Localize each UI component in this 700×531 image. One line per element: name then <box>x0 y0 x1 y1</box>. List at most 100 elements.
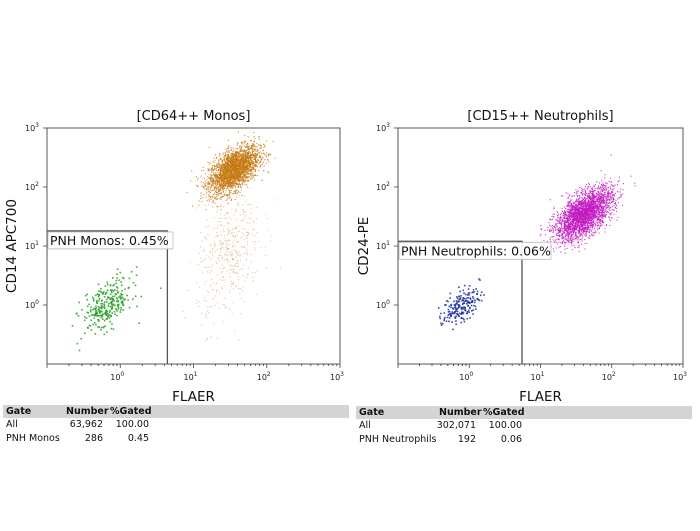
data-point <box>211 169 213 171</box>
data-point <box>248 162 250 164</box>
data-point <box>242 167 244 169</box>
data-point <box>234 166 237 168</box>
data-point <box>565 192 567 194</box>
data-point <box>234 153 236 155</box>
data-point <box>105 309 108 312</box>
data-point <box>220 224 223 226</box>
data-point <box>246 276 248 278</box>
data-point <box>208 168 210 170</box>
data-point <box>227 163 229 165</box>
data-point <box>90 314 93 316</box>
data-point <box>602 195 604 197</box>
data-point <box>586 193 588 195</box>
data-point <box>258 136 260 138</box>
data-point <box>236 154 238 156</box>
data-point <box>242 163 244 165</box>
data-point <box>228 189 230 191</box>
data-point <box>217 166 219 168</box>
data-point <box>586 223 588 225</box>
data-point <box>575 231 577 233</box>
data-point <box>553 250 555 252</box>
data-point <box>232 159 234 161</box>
data-point <box>567 239 569 241</box>
data-point <box>217 171 219 173</box>
data-point <box>228 231 230 233</box>
data-point <box>253 148 255 150</box>
data-point <box>209 192 212 194</box>
data-point <box>594 211 596 214</box>
data-point <box>251 172 253 174</box>
data-point <box>209 178 212 180</box>
data-point <box>222 169 224 171</box>
data-point <box>249 155 251 157</box>
data-point <box>222 242 224 244</box>
data-point <box>228 308 230 310</box>
data-point <box>234 272 236 274</box>
data-point <box>205 300 207 302</box>
data-point <box>112 303 115 306</box>
data-point <box>216 194 219 196</box>
data-point <box>238 181 240 183</box>
data-point <box>236 261 238 263</box>
data-point <box>229 260 231 262</box>
data-point <box>607 186 609 189</box>
data-point <box>248 161 250 163</box>
data-point <box>236 167 238 169</box>
data-point <box>252 167 254 169</box>
data-point <box>94 314 96 317</box>
data-point <box>228 197 230 199</box>
data-point <box>213 165 215 167</box>
data-point <box>233 265 235 267</box>
data-point <box>208 163 210 165</box>
data-point <box>254 240 256 242</box>
data-point <box>577 219 579 221</box>
data-point <box>248 166 251 168</box>
data-point <box>244 280 246 282</box>
data-point <box>578 225 580 227</box>
data-point <box>248 176 250 178</box>
data-point <box>589 222 591 224</box>
data-point <box>232 258 234 260</box>
data-point <box>212 282 214 284</box>
data-point <box>598 192 600 194</box>
data-point <box>598 217 600 219</box>
data-point <box>619 196 621 198</box>
data-point <box>122 276 124 279</box>
data-point <box>228 193 230 195</box>
data-point <box>618 176 620 178</box>
data-point <box>234 156 236 158</box>
data-point <box>605 209 607 211</box>
data-point <box>206 219 208 221</box>
data-point <box>112 328 115 330</box>
data-point <box>264 145 266 147</box>
data-point <box>116 273 118 276</box>
data-point <box>258 240 260 242</box>
data-point <box>220 187 222 189</box>
data-point <box>229 178 231 180</box>
x-tick-label: 101 <box>183 371 197 382</box>
data-point <box>231 157 234 159</box>
data-point <box>584 216 586 218</box>
data-point <box>113 289 116 291</box>
data-point <box>569 231 571 233</box>
data-point <box>239 159 242 161</box>
data-point <box>230 180 232 182</box>
data-point <box>614 184 616 186</box>
data-point <box>236 159 238 161</box>
data-point <box>569 241 571 244</box>
data-point <box>251 147 254 149</box>
data-point <box>228 166 230 168</box>
data-point <box>265 156 268 158</box>
data-point <box>235 170 237 172</box>
data-point <box>569 201 571 203</box>
data-point <box>569 224 571 226</box>
data-point <box>231 284 233 286</box>
data-point <box>573 212 575 214</box>
data-point <box>236 157 238 159</box>
data-point <box>100 287 102 290</box>
data-point <box>250 164 252 166</box>
data-point <box>229 164 231 166</box>
data-point <box>253 228 255 230</box>
data-point <box>274 157 276 159</box>
data-point <box>578 235 580 237</box>
